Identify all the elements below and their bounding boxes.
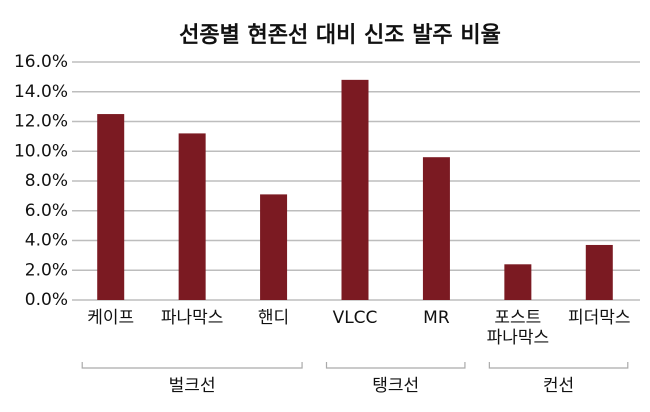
bar <box>585 244 613 300</box>
x-tick-label: VLCC <box>332 308 378 328</box>
group-label: 컨선 <box>543 376 574 396</box>
y-tick-label: 4.0% <box>25 231 68 251</box>
x-tick-label: 핸디 <box>257 308 290 328</box>
y-tick-label: 0.0% <box>25 290 68 310</box>
bar <box>504 264 532 300</box>
x-tick-label: 파나막스 <box>160 308 224 328</box>
bar <box>341 79 369 300</box>
group-bracket <box>81 362 303 369</box>
group-label: 벌크선 <box>169 376 216 396</box>
group-bracket <box>325 362 466 369</box>
y-tick-label: 16.0% <box>14 52 68 72</box>
x-tick-label: 피더막스 <box>568 308 631 328</box>
y-tick-label: 10.0% <box>14 141 68 161</box>
bar <box>97 114 125 300</box>
group-label: 탱크선 <box>372 376 419 396</box>
x-tick-label: 포스트 파나막스 <box>486 308 550 348</box>
bar <box>422 157 450 300</box>
y-tick-label: 6.0% <box>25 201 68 221</box>
chart-title: 선종별 현존선 대비 신조 발주 비율 <box>179 23 501 48</box>
y-tick-label: 14.0% <box>14 82 68 102</box>
x-tick-label: MR <box>423 308 450 328</box>
bar <box>178 133 206 300</box>
y-tick-label: 2.0% <box>25 260 68 280</box>
x-tick-label: 케이프 <box>87 308 135 328</box>
bar <box>260 194 288 300</box>
y-tick-label: 8.0% <box>25 171 68 191</box>
y-tick-label: 12.0% <box>14 112 68 132</box>
group-bracket <box>488 362 629 369</box>
